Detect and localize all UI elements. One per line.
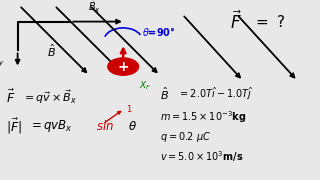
- Text: $= qvB_x$: $= qvB_x$: [29, 118, 73, 134]
- Text: $|\vec{F}|$: $|\vec{F}|$: [6, 116, 22, 136]
- Text: $1$: $1$: [126, 102, 132, 114]
- Text: $\mathit{sin}$: $\mathit{sin}$: [96, 119, 114, 133]
- Text: $\vec{B}_y$: $\vec{B}_y$: [0, 51, 5, 68]
- Text: $q=0.2\ \mu C$: $q=0.2\ \mu C$: [160, 130, 211, 144]
- Text: $\theta$=90°: $\theta$=90°: [142, 25, 176, 38]
- Text: $\hat{B}$: $\hat{B}$: [47, 42, 56, 59]
- Text: $\vec{F}$: $\vec{F}$: [230, 10, 242, 33]
- Text: $m=1.5\times10^{-3}$kg: $m=1.5\times10^{-3}$kg: [160, 109, 246, 125]
- Circle shape: [108, 58, 139, 75]
- Text: $= \ ?$: $= \ ?$: [253, 14, 285, 30]
- Text: $\vec{F}$: $\vec{F}$: [6, 89, 16, 106]
- Text: $= q\vec{v} \times \vec{B}_x$: $= q\vec{v} \times \vec{B}_x$: [22, 88, 78, 106]
- Text: $= 2.0T\hat{\imath} - 1.0T\hat{\jmath}$: $= 2.0T\hat{\imath} - 1.0T\hat{\jmath}$: [178, 86, 253, 102]
- Text: $X_F$: $X_F$: [139, 79, 151, 92]
- Text: $v=5.0\times10^{3}$m/s: $v=5.0\times10^{3}$m/s: [160, 149, 244, 164]
- Text: $\hat{B}$: $\hat{B}$: [160, 85, 169, 102]
- Text: $\theta$: $\theta$: [128, 120, 137, 132]
- Text: $\vec{B}_x$: $\vec{B}_x$: [88, 0, 101, 15]
- Text: +: +: [117, 60, 129, 74]
